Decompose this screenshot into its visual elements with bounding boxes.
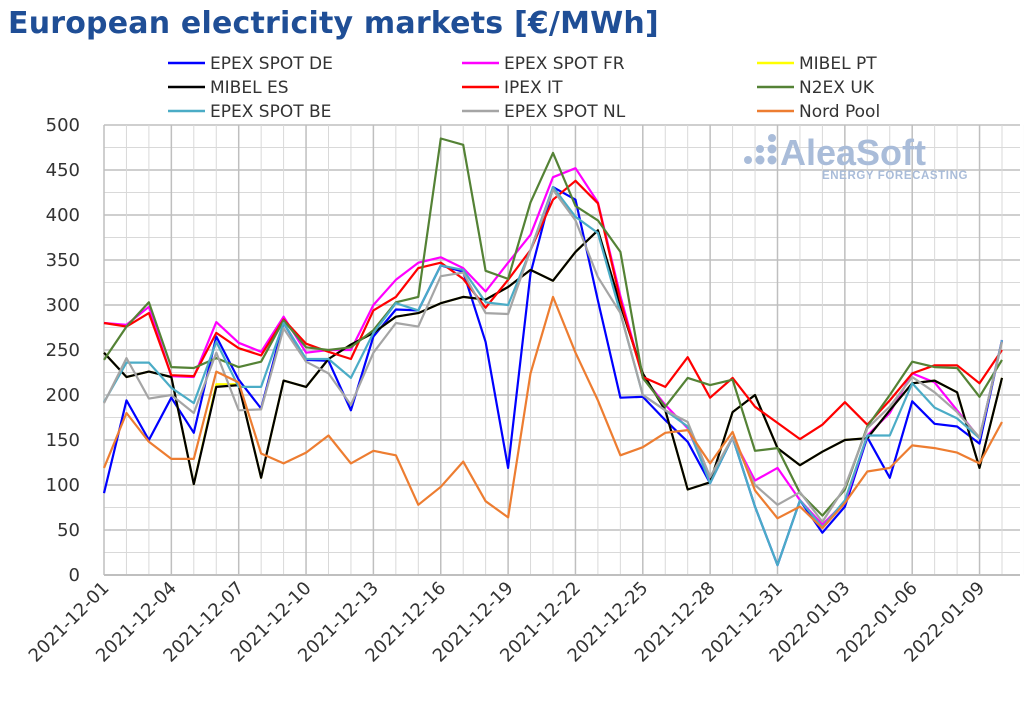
chart-title: European electricity markets [€/MWh] bbox=[8, 6, 659, 41]
legend-label: EPEX SPOT DE bbox=[210, 54, 333, 74]
legend-item: MIBEL PT bbox=[757, 54, 877, 74]
series-line-nord-pool bbox=[102, 295, 1003, 530]
legend-item: EPEX SPOT BE bbox=[168, 102, 331, 122]
legend-label: IPEX IT bbox=[504, 78, 563, 98]
y-tick-label: 450 bbox=[46, 160, 80, 181]
legend-item: EPEX SPOT NL bbox=[462, 102, 626, 122]
logo-subtext: ENERGY FORECASTING bbox=[822, 170, 968, 182]
legend-item: IPEX IT bbox=[462, 78, 563, 98]
series-line-epex-spot-be bbox=[103, 186, 1004, 567]
y-tick-label: 350 bbox=[46, 250, 80, 271]
y-tick-label: 400 bbox=[46, 205, 80, 226]
y-tick-label: 300 bbox=[46, 295, 80, 316]
logo-text: AleaSoft bbox=[780, 132, 926, 173]
y-tick-label: 100 bbox=[46, 475, 80, 496]
grid bbox=[103, 124, 1024, 576]
y-axis: 0 50 100 150 200 250 300 350 400 450 500 bbox=[46, 115, 80, 586]
series-line-mibel-es bbox=[103, 229, 1004, 491]
series-lines bbox=[102, 137, 1004, 567]
series-line-epex-spot-nl bbox=[103, 188, 1004, 524]
legend-item: Nord Pool bbox=[757, 102, 880, 122]
legend-label: Nord Pool bbox=[799, 102, 880, 122]
legend: EPEX SPOT DE EPEX SPOT FR MIBEL PT MIBEL ES… bbox=[168, 54, 880, 122]
legend-item: MIBEL ES bbox=[168, 78, 289, 98]
legend-label: EPEX SPOT BE bbox=[210, 102, 331, 122]
legend-label: N2EX UK bbox=[799, 78, 875, 98]
y-tick-label: 500 bbox=[46, 115, 80, 136]
legend-label: MIBEL ES bbox=[210, 78, 289, 98]
y-tick-label: 50 bbox=[57, 520, 80, 541]
legend-label: MIBEL PT bbox=[799, 54, 877, 74]
y-tick-label: 250 bbox=[46, 340, 80, 361]
legend-item: EPEX SPOT FR bbox=[462, 54, 625, 74]
legend-label: EPEX SPOT NL bbox=[504, 102, 626, 122]
legend-item: N2EX UK bbox=[757, 78, 875, 98]
legend-label: EPEX SPOT FR bbox=[504, 54, 625, 74]
x-axis: 2021-12-012021-12-042021-12-072021-12-10… bbox=[25, 578, 989, 667]
aleasoft-logo: AleaSoft ENERGY FORECASTING bbox=[744, 132, 968, 182]
y-tick-label: 0 bbox=[69, 565, 80, 586]
series-line-ipex-it bbox=[103, 179, 1003, 441]
y-tick-label: 200 bbox=[46, 385, 80, 406]
y-tick-label: 150 bbox=[46, 430, 80, 451]
legend-item: EPEX SPOT DE bbox=[168, 54, 333, 74]
